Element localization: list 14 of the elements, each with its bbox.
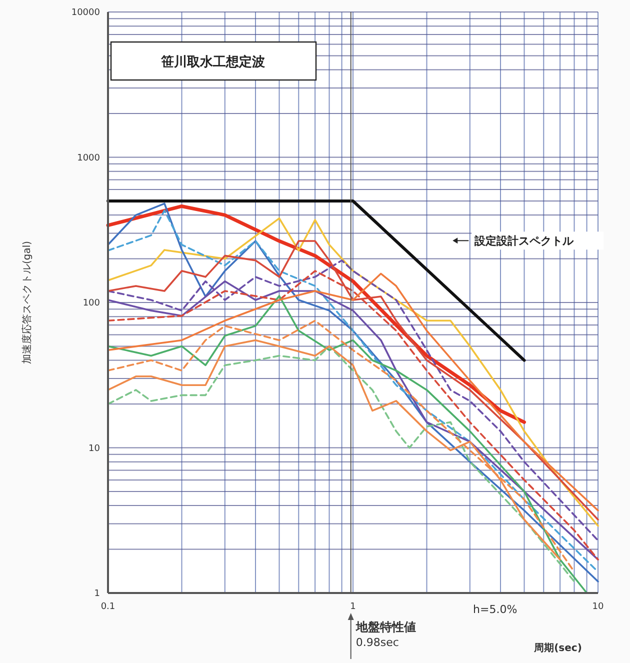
y-axis-title: 加速度応答スペクトル(gal) <box>21 240 33 364</box>
y-tick-label: 10 <box>88 444 100 454</box>
text: 設定設計スペクトル <box>474 234 575 248</box>
ref-line-label: 地盤特性値 0.98sec <box>354 620 416 649</box>
x-tick-label: 10 <box>592 602 604 612</box>
x-axis-title: 周期(sec) <box>533 642 582 654</box>
y-tick-label: 100 <box>82 298 100 309</box>
text: h=5.0% <box>473 603 518 616</box>
y-tick-label: 1 <box>94 589 100 600</box>
x-tick-label: 0.1 <box>100 602 116 612</box>
x-tick-label: 1 <box>350 602 356 612</box>
title-box: 笹川取水工想定波 <box>110 41 317 81</box>
y-tick-label: 1000 <box>77 153 100 164</box>
y-tick-label: 10000 <box>71 8 100 18</box>
